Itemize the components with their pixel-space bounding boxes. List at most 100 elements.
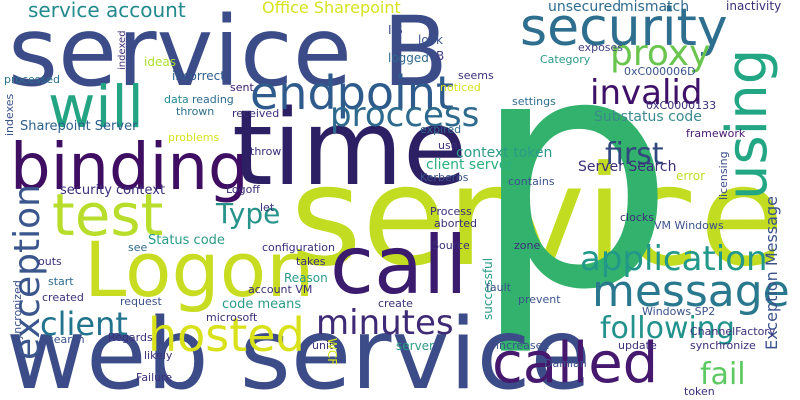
- word: account VM: [248, 283, 313, 296]
- word: Server Search: [578, 159, 677, 175]
- word: Kerberos: [420, 171, 469, 184]
- word: B: [436, 49, 445, 63]
- word: Category: [540, 53, 591, 66]
- word: Office Sharepoint: [262, 0, 401, 17]
- word: WCF: [325, 338, 339, 366]
- word: IIS: [388, 23, 403, 37]
- word: following: [600, 311, 735, 346]
- word: hosted: [148, 308, 305, 362]
- word: problems: [168, 131, 220, 144]
- word: proxy: [610, 33, 711, 74]
- word: received: [232, 107, 280, 120]
- word: binding: [10, 131, 249, 205]
- word: create: [378, 297, 413, 310]
- word: inactivity: [726, 0, 782, 13]
- word: incorrect: [172, 69, 225, 83]
- word: syncronized: [11, 280, 24, 346]
- word: search: [48, 333, 85, 346]
- word: synchronize: [690, 339, 756, 352]
- word: test: [52, 181, 164, 249]
- word: sent: [230, 81, 254, 94]
- word: created: [42, 291, 84, 304]
- word: Logon: [84, 225, 315, 314]
- word: Process: [430, 205, 472, 218]
- word: time: [232, 87, 467, 209]
- word: called: [492, 331, 659, 396]
- word: Substatus code: [594, 109, 702, 125]
- word: will: [48, 73, 144, 141]
- word: data: [164, 93, 189, 106]
- word: Regards: [108, 331, 153, 344]
- word: thrown: [176, 105, 215, 118]
- word: logged: [388, 51, 429, 65]
- word: request: [120, 295, 162, 308]
- word: likely: [144, 349, 173, 362]
- word: 0xC0000133: [646, 99, 717, 112]
- word: Status code: [148, 233, 225, 248]
- word: outs: [38, 255, 62, 268]
- word: update: [618, 339, 657, 352]
- word: first: [605, 137, 664, 172]
- word: exposes: [578, 41, 624, 54]
- word: Damian: [544, 357, 587, 370]
- word: noticed: [440, 81, 481, 94]
- word: code means: [222, 297, 302, 312]
- word: Source: [432, 239, 470, 252]
- word: invalid: [590, 73, 703, 113]
- word: VM Windows: [654, 219, 724, 232]
- word: expired: [420, 123, 462, 136]
- word: p: [472, 0, 676, 360]
- word: application: [580, 239, 768, 279]
- word: let: [260, 201, 275, 214]
- word: seems: [458, 69, 494, 82]
- word: throw: [250, 145, 282, 158]
- word: error: [676, 169, 706, 183]
- word: unit: [312, 339, 334, 352]
- word: Type: [216, 197, 281, 230]
- word: endpoint: [250, 66, 454, 120]
- word: configuration: [262, 241, 335, 254]
- word: indexed: [117, 30, 128, 70]
- word: takes: [296, 255, 326, 268]
- word: client server: [426, 157, 514, 173]
- word: proccess: [330, 95, 480, 135]
- word: Reason: [284, 271, 328, 285]
- word: zone: [514, 239, 541, 252]
- word: microsoft: [206, 311, 258, 324]
- word: clocks: [620, 211, 654, 224]
- word: client: [40, 305, 128, 343]
- word: service B: [8, 0, 449, 108]
- word: start: [48, 275, 74, 288]
- word: service account: [28, 0, 186, 22]
- word: Failure: [136, 371, 173, 384]
- word: use: [438, 139, 458, 152]
- word: ideas: [144, 55, 176, 69]
- word: minutes: [316, 303, 454, 343]
- word: see: [128, 241, 148, 254]
- word: framework: [686, 127, 746, 140]
- word: web service: [6, 298, 591, 400]
- word: security context: [60, 183, 166, 198]
- word: Sharepoint Server: [20, 119, 138, 134]
- word: token: [684, 385, 715, 398]
- word: contains: [508, 175, 555, 188]
- word: service: [290, 136, 785, 297]
- word: call: [330, 219, 468, 312]
- word: prevent: [518, 293, 561, 306]
- word: settings: [512, 95, 556, 108]
- word: indexes: [3, 93, 16, 136]
- word: 0xC000006D: [624, 65, 696, 78]
- word: look: [418, 33, 443, 47]
- word: aborted: [434, 217, 478, 230]
- word: server: [396, 339, 434, 353]
- word: increased: [496, 339, 550, 352]
- word: context token: [456, 145, 553, 161]
- word: unsecured: [548, 0, 622, 15]
- word: fault: [486, 281, 511, 294]
- word: Logoff: [226, 183, 260, 196]
- word: security: [520, 0, 728, 58]
- word: mismatch: [620, 0, 690, 15]
- word: ChannelFactory: [690, 325, 776, 338]
- word: fail: [700, 357, 746, 392]
